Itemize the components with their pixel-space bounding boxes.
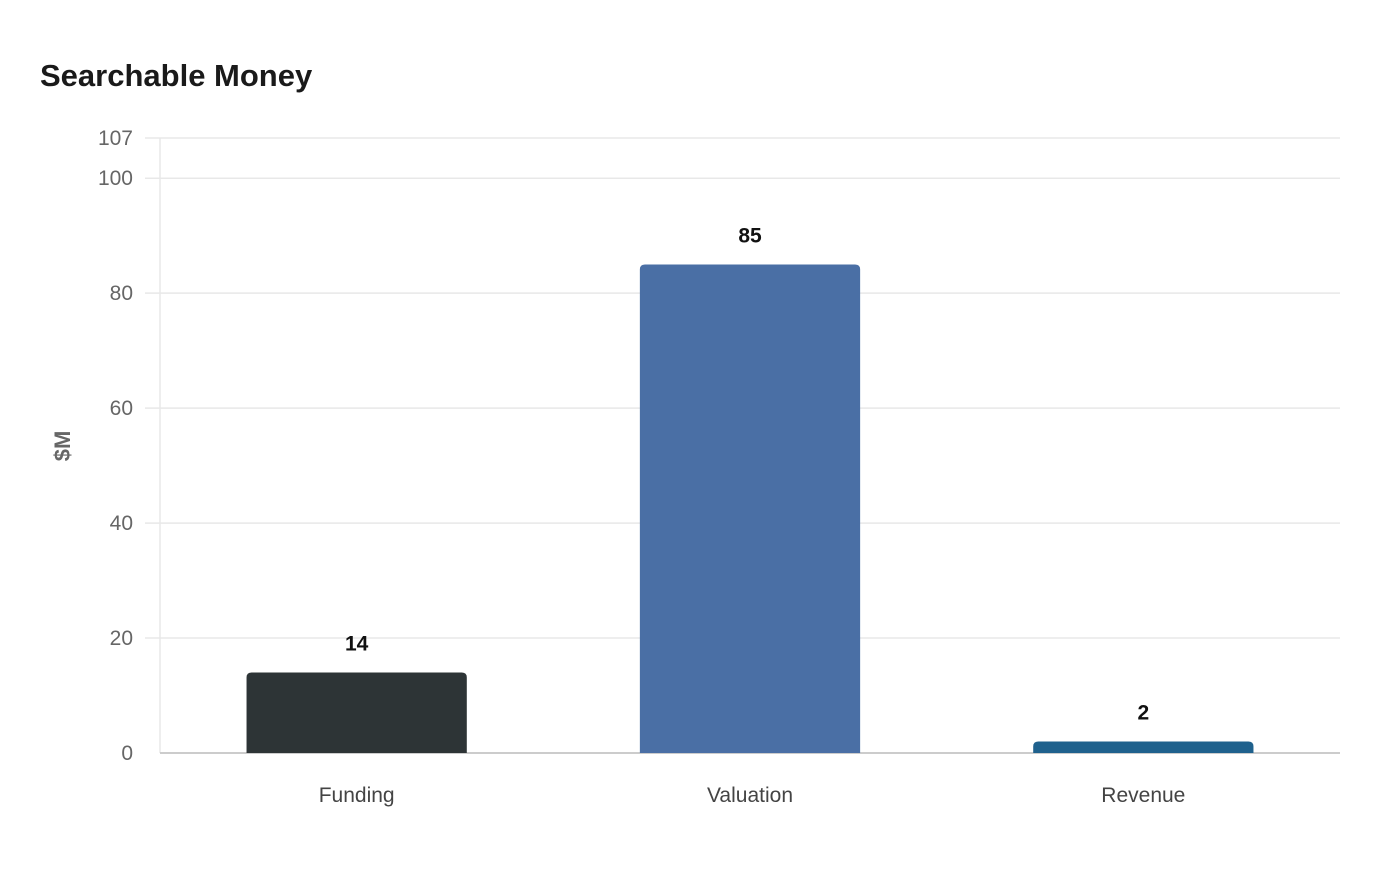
x-category-label: Revenue xyxy=(1101,784,1185,807)
bar-valuation xyxy=(639,264,861,753)
bar-funding xyxy=(246,672,467,753)
chart-title: Searchable Money xyxy=(40,58,313,93)
bars xyxy=(246,264,1254,753)
x-category-label: Valuation xyxy=(707,784,793,807)
y-tick-label: 40 xyxy=(110,512,133,535)
labels: 0 20 40 60 80 100 107 14 Funding 85 Valuation 2 Reve… xyxy=(98,127,1185,807)
y-tick-label: 100 xyxy=(98,167,133,190)
x-category-label: Funding xyxy=(319,784,395,807)
y-tick-label: 60 xyxy=(110,397,133,420)
y-tick-label: 80 xyxy=(110,282,133,305)
y-tick-label: 107 xyxy=(98,127,133,150)
bar-value-label: 2 xyxy=(1137,702,1149,725)
y-tick-label: 20 xyxy=(110,627,133,650)
y-tick-label: 0 xyxy=(121,742,133,765)
y-axis-title: $M xyxy=(50,431,75,462)
bar-revenue xyxy=(1033,741,1254,753)
bar-value-label: 85 xyxy=(738,224,762,247)
bar-value-label: 14 xyxy=(345,633,369,656)
